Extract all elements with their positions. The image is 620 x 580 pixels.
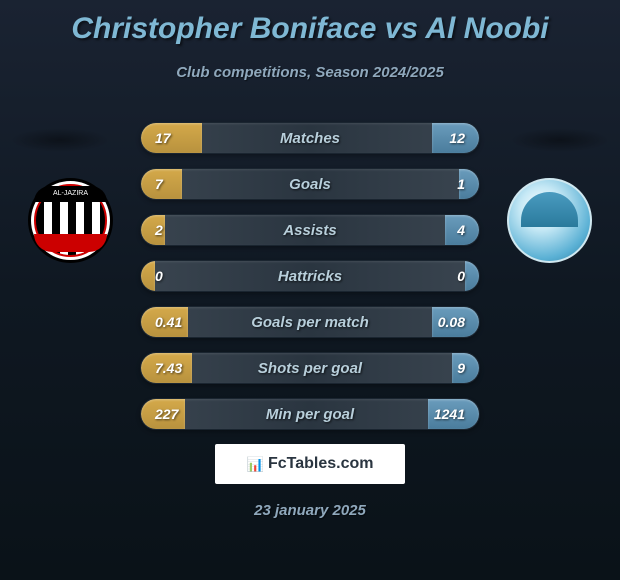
stat-value-right: 0.08 — [438, 314, 465, 330]
stat-fill-left — [141, 123, 202, 153]
team-logo-right — [507, 178, 592, 263]
stat-value-left: 227 — [155, 406, 178, 422]
stat-value-left: 7.43 — [155, 360, 182, 376]
stat-value-left: 0 — [155, 268, 163, 284]
stat-value-left: 2 — [155, 222, 163, 238]
stat-label: Goals per match — [251, 314, 369, 331]
stat-row: 7.43 Shots per goal 9 — [140, 352, 480, 384]
stat-value-right: 1241 — [434, 406, 465, 422]
stat-value-right: 4 — [457, 222, 465, 238]
stat-fill-right — [465, 261, 479, 291]
stat-row: 227 Min per goal 1241 — [140, 398, 480, 430]
stat-row: 0 Hattricks 0 — [140, 260, 480, 292]
stat-row: 17 Matches 12 — [140, 122, 480, 154]
stat-value-right: 12 — [449, 130, 465, 146]
stat-value-right: 9 — [457, 360, 465, 376]
stat-row: 2 Assists 4 — [140, 214, 480, 246]
page-title: Christopher Boniface vs Al Noobi — [0, 0, 620, 46]
stat-fill-left — [141, 261, 155, 291]
stat-label: Assists — [283, 222, 336, 239]
stat-row: 7 Goals 1 — [140, 168, 480, 200]
stat-label: Min per goal — [266, 406, 354, 423]
subtitle: Club competitions, Season 2024/2025 — [0, 64, 620, 81]
chart-icon: 📊 — [247, 456, 264, 473]
stat-value-right: 1 — [457, 176, 465, 192]
branding-badge: 📊 FcTables.com — [215, 444, 405, 484]
logo-shadow-left — [10, 128, 110, 152]
stat-label: Goals — [289, 176, 331, 193]
stat-label: Hattricks — [278, 268, 342, 285]
team-logo-left: AL-JAZIRA — [28, 178, 113, 263]
stat-value-left: 7 — [155, 176, 163, 192]
stat-value-left: 0.41 — [155, 314, 182, 330]
stat-value-right: 0 — [457, 268, 465, 284]
stat-value-left: 17 — [155, 130, 171, 146]
branding-text: FcTables.com — [268, 455, 374, 473]
stats-container: 17Matches127Goals12Assists40Hattricks00.… — [140, 122, 480, 444]
stat-label: Shots per goal — [258, 360, 362, 377]
logo-shadow-right — [510, 128, 610, 152]
stat-label: Matches — [280, 130, 340, 147]
stat-row: 0.41 Goals per match 0.08 — [140, 306, 480, 338]
date-label: 23 january 2025 — [254, 502, 366, 519]
